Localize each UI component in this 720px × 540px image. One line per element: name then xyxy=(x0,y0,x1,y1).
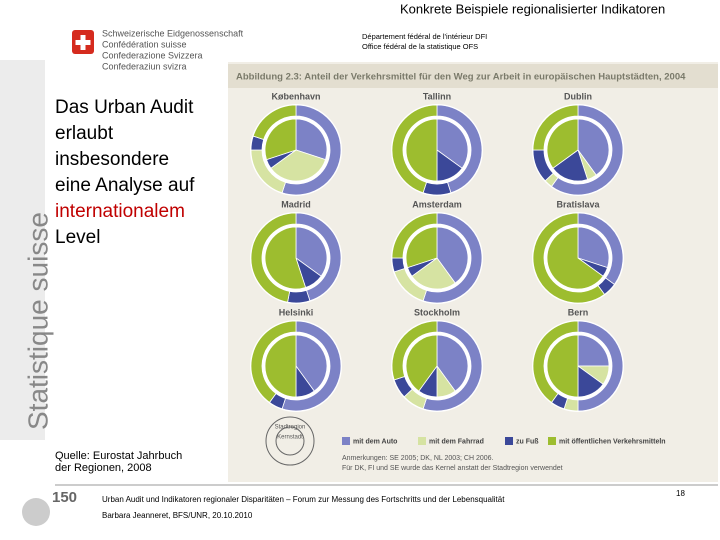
figure-note: Für DK, FI und SE wurde das Kernel ansta… xyxy=(342,465,563,472)
donut-segment xyxy=(264,118,297,161)
donut-segment xyxy=(405,334,438,392)
legend-swatch xyxy=(418,437,426,445)
donut-segment xyxy=(250,320,297,403)
lead-line: erlaubt xyxy=(55,123,114,144)
swiss-cross xyxy=(75,35,91,50)
donut-segment xyxy=(264,334,297,398)
chart-title: Stockholm xyxy=(414,307,460,317)
key-ring xyxy=(275,426,305,456)
chart-title: Madrid xyxy=(281,199,311,209)
figure-title-bar xyxy=(228,64,718,88)
side-band xyxy=(0,60,45,440)
badge-circle xyxy=(22,498,50,526)
legend-label: mit dem Auto xyxy=(353,438,397,445)
donut-segment xyxy=(436,334,469,392)
lead-highlight: internationalem xyxy=(55,201,185,222)
legend-label: mit öffentlichen Verkehrsmitteln xyxy=(559,438,666,445)
lead-line: eine Analyse auf xyxy=(55,175,195,196)
chart-title: Bratislava xyxy=(556,199,600,209)
donut-segment xyxy=(252,104,297,140)
key-label: Kernstadt xyxy=(277,435,303,441)
lead-line: insbesondere xyxy=(55,149,169,170)
logo-line: Schweizerische Eidgenossenschaft xyxy=(102,28,244,38)
donut-segment xyxy=(546,118,579,169)
source-line: Quelle: Eurostat Jahrbuch xyxy=(55,450,182,462)
donut-segment xyxy=(436,118,469,169)
legend-swatch xyxy=(342,437,350,445)
donut-segment xyxy=(422,181,452,196)
donut-segment xyxy=(391,212,438,259)
donut-segment xyxy=(270,149,326,182)
figure-note: Anmerkungen: SE 2005; DK, NL 2003; CH 20… xyxy=(342,455,494,462)
donut-segment xyxy=(532,320,579,403)
donut-segment xyxy=(436,226,469,284)
donut-segment xyxy=(546,226,604,290)
donut-segment xyxy=(264,226,307,290)
logo-line: Confédération suisse xyxy=(102,39,187,49)
donut-segment xyxy=(295,226,328,277)
donut-segment xyxy=(532,104,579,151)
donut-segment xyxy=(295,334,328,392)
source-line: der Regionen, 2008 xyxy=(55,462,152,474)
key-ring xyxy=(265,416,315,466)
donut-segment xyxy=(391,320,438,381)
footer-line: Urban Audit und Indikatoren regionaler D… xyxy=(102,495,505,504)
legend-label: zu Fuß xyxy=(516,438,539,445)
donut-segment xyxy=(250,212,297,303)
slide-title: Konkrete Beispiele regionalisierter Indi… xyxy=(400,1,665,16)
side-text: Statistique suisse xyxy=(22,212,53,430)
chart-title: Dublin xyxy=(564,91,592,101)
legend-swatch xyxy=(505,437,513,445)
donut-segment xyxy=(405,118,438,182)
logo-line: Confederaziun svizra xyxy=(102,61,187,71)
lead-line: Level xyxy=(55,227,100,248)
badge: 150 xyxy=(52,489,77,506)
legend-swatch xyxy=(548,437,556,445)
logo-line: Confederazione Svizzera xyxy=(102,50,203,60)
figure-title: Abbildung 2.3: Anteil der Verkehrsmittel… xyxy=(236,72,686,83)
donut-segment xyxy=(532,212,606,304)
chart-title: Tallinn xyxy=(423,91,451,101)
office-line: Département fédéral de l'intérieur DFI xyxy=(362,32,487,41)
footer-line: Barbara Jeanneret, BFS/UNR, 20.10.2010 xyxy=(102,511,253,520)
donut-segment xyxy=(546,334,579,398)
lead-line: Das Urban Audit xyxy=(55,97,194,118)
legend-label: mit dem Fahrrad xyxy=(429,438,484,445)
donut-segment xyxy=(287,289,311,304)
chart-title: København xyxy=(271,91,320,101)
key-label: Stadtregion xyxy=(275,425,306,431)
donut-segment xyxy=(391,104,438,194)
donut-segment xyxy=(405,226,438,269)
chart-title: Bern xyxy=(568,307,589,317)
page-number: 18 xyxy=(676,489,685,498)
donut-segment xyxy=(577,118,610,176)
chart-title: Helsinki xyxy=(279,307,314,317)
chart-title: Amsterdam xyxy=(412,199,462,209)
office-line: Office fédéral de la statistique OFS xyxy=(362,42,478,51)
